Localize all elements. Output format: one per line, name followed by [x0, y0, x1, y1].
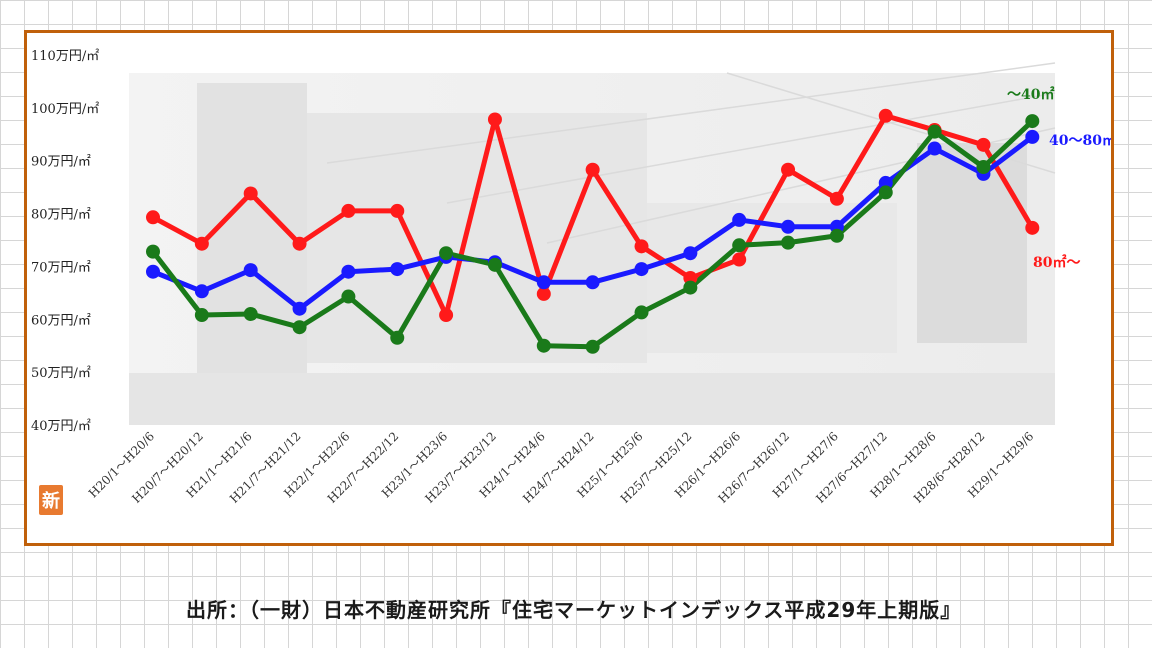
data-point	[146, 244, 160, 259]
data-point	[585, 339, 600, 354]
y-tick-label: 50万円/㎡	[31, 366, 91, 381]
series-label: 80㎡～	[1033, 254, 1080, 271]
data-point	[243, 186, 258, 201]
series-labels: 80㎡～ 40～80㎡ ～40㎡	[1007, 86, 1111, 271]
data-point	[732, 238, 747, 253]
data-point	[341, 264, 356, 279]
data-point	[634, 262, 649, 277]
y-tick-label: 100万円/㎡	[31, 102, 99, 117]
data-point	[927, 124, 942, 139]
data-point	[1025, 129, 1040, 144]
data-point	[781, 162, 796, 177]
data-point	[878, 108, 893, 123]
logo-text: 新	[42, 490, 60, 512]
data-point	[829, 228, 844, 243]
data-point	[781, 219, 796, 234]
data-point	[194, 236, 209, 251]
data-point	[390, 262, 405, 277]
data-point	[585, 162, 600, 177]
series-layer	[146, 108, 1040, 354]
data-point	[341, 203, 356, 218]
series-label: ～40㎡	[1007, 86, 1054, 103]
data-point	[487, 257, 502, 272]
data-point	[536, 286, 551, 301]
source-note: 出所：（一財）日本不動産研究所『住宅マーケットインデックス平成29年上期版』	[186, 598, 962, 622]
data-point	[732, 212, 747, 227]
data-point	[439, 308, 454, 323]
background-photo	[129, 62, 1056, 425]
y-tick-label: 40万円/㎡	[31, 419, 91, 434]
data-point	[634, 305, 649, 320]
data-point	[976, 160, 991, 175]
data-point	[536, 338, 551, 353]
data-point	[341, 289, 356, 304]
y-tick-label: 90万円/㎡	[31, 155, 91, 170]
data-point	[878, 185, 893, 200]
series-label: 40～80㎡	[1049, 132, 1111, 149]
data-point	[732, 252, 747, 267]
data-point	[585, 275, 600, 290]
data-point	[390, 203, 405, 218]
data-point	[292, 320, 307, 335]
chart-svg: 40万円/㎡ 50万円/㎡ 60万円/㎡ 70万円/㎡ 80万円/㎡ 90万円/㎡ 100万…	[31, 49, 1111, 515]
logo-badge: 新	[39, 485, 63, 515]
data-point	[439, 246, 454, 261]
y-tick-label: 60万円/㎡	[31, 313, 91, 328]
data-point	[146, 210, 160, 225]
data-point	[927, 141, 942, 156]
data-point	[487, 112, 502, 127]
data-point	[683, 246, 698, 261]
data-point	[1025, 220, 1040, 235]
data-point	[146, 264, 160, 279]
data-point	[1025, 114, 1040, 129]
data-point	[292, 236, 307, 251]
data-point	[634, 239, 649, 254]
data-point	[194, 308, 209, 323]
data-point	[976, 137, 991, 152]
data-point	[243, 307, 258, 321]
y-tick-label: 70万円/㎡	[31, 260, 91, 275]
data-point	[292, 301, 307, 316]
data-point	[683, 280, 698, 295]
data-point	[194, 284, 209, 299]
y-tick-label: 80万円/㎡	[31, 208, 91, 223]
x-axis-ticks: H20/1～H20/6H20/7～H20/12H21/1～H21/6H21/7～…	[86, 429, 1037, 506]
y-axis-ticks: 40万円/㎡ 50万円/㎡ 60万円/㎡ 70万円/㎡ 80万円/㎡ 90万円/㎡ 100万…	[31, 49, 99, 434]
data-point	[536, 275, 551, 290]
data-point	[781, 235, 796, 250]
data-point	[390, 330, 405, 345]
y-tick-label: 110万円/㎡	[31, 49, 99, 64]
data-point	[829, 191, 844, 206]
chart-frame: 40万円/㎡ 50万円/㎡ 60万円/㎡ 70万円/㎡ 80万円/㎡ 90万円/㎡ 100万…	[24, 30, 1114, 546]
data-point	[243, 263, 258, 278]
